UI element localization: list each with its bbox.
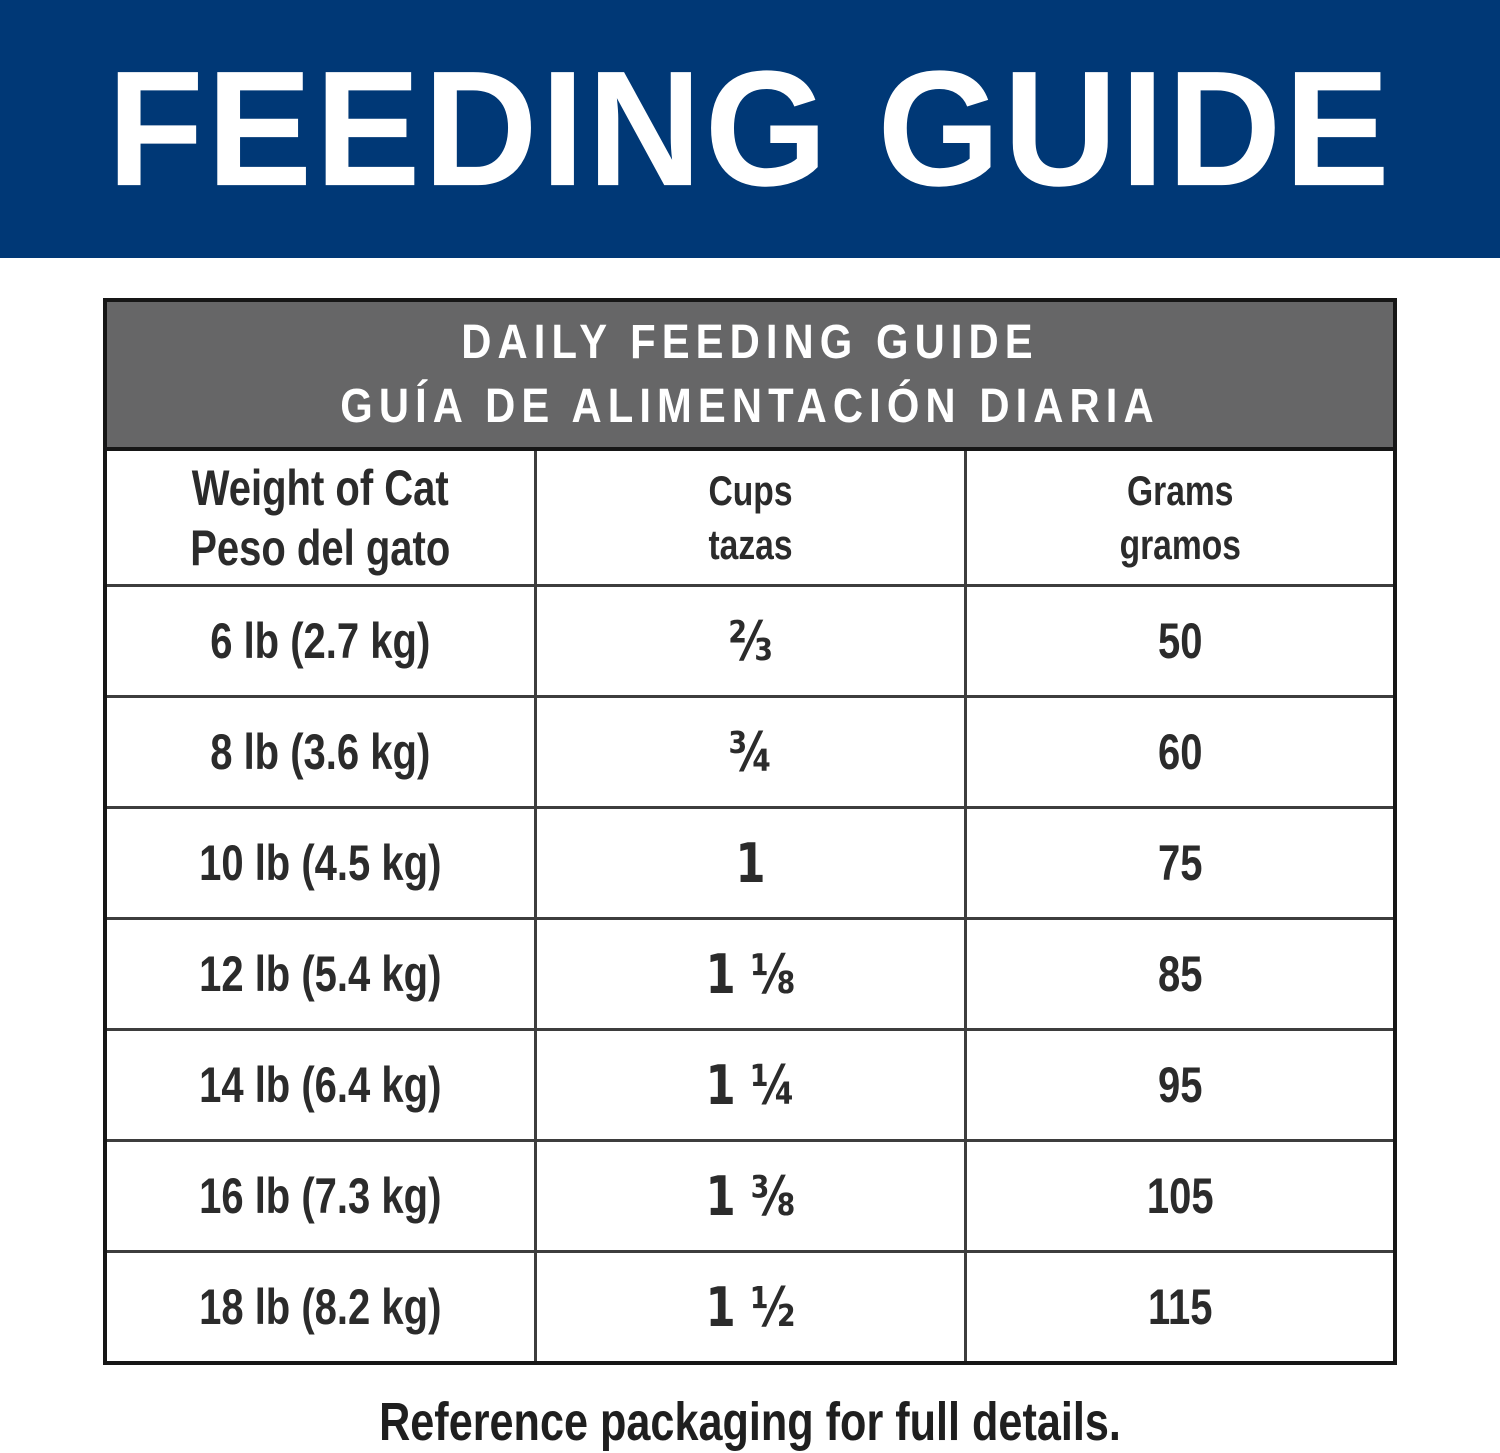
cups-cell: ⅔ [533,584,967,698]
weight-cell: 18 lb (8.2 kg) [103,1250,537,1365]
column-header-weight: Weight of Cat Peso del gato [103,447,537,587]
table-row: 6 lb (2.7 kg) ⅔ 50 [103,584,1397,698]
table-row: 16 lb (7.3 kg) 1 ⅜ 105 [103,1139,1397,1253]
table-row: 10 lb (4.5 kg) 1 75 [103,806,1397,920]
table-title-es: GUÍA DE ALIMENTACIÓN DIARIA [340,379,1160,433]
daily-feeding-guide-table: DAILY FEEDING GUIDE GUÍA DE ALIMENTACIÓN… [103,298,1397,1365]
weight-cell: 12 lb (5.4 kg) [103,917,537,1031]
grams-cell: 60 [963,695,1397,809]
column-header-weight-en: Weight of Cat [191,459,449,516]
table-row: 12 lb (5.4 kg) 1 ⅛ 85 [103,917,1397,1031]
grams-cell: 95 [963,1028,1397,1142]
grams-cell: 85 [963,917,1397,1031]
column-header-cups-en: Cups [708,466,792,514]
column-header-cups: Cups tazas [533,447,967,587]
cups-cell: 1 [533,806,967,920]
grams-cell: 50 [963,584,1397,698]
feeding-guide-banner: FEEDING GUIDE [0,0,1500,258]
cups-cell: 1 ⅛ [533,917,967,1031]
weight-cell: 8 lb (3.6 kg) [103,695,537,809]
weight-cell: 6 lb (2.7 kg) [103,584,537,698]
grams-cell: 115 [963,1250,1397,1365]
page-title: FEEDING GUIDE [107,37,1393,221]
column-header-grams-en: Grams [1126,466,1233,514]
column-header-weight-es: Peso del gato [190,519,451,576]
table-row: 14 lb (6.4 kg) 1 ¼ 95 [103,1028,1397,1142]
column-header-cups-es: tazas [707,520,793,568]
cups-cell: 1 ¼ [533,1028,967,1142]
cups-cell: 1 ⅜ [533,1139,967,1253]
table-title: DAILY FEEDING GUIDE GUÍA DE ALIMENTACIÓN… [103,298,1397,451]
weight-cell: 10 lb (4.5 kg) [103,806,537,920]
weight-cell: 16 lb (7.3 kg) [103,1139,537,1253]
column-header-grams-es: gramos [1119,520,1241,568]
table-title-en: DAILY FEEDING GUIDE [461,315,1039,369]
grams-cell: 105 [963,1139,1397,1253]
table-row: 8 lb (3.6 kg) ¾ 60 [103,695,1397,809]
weight-cell: 14 lb (6.4 kg) [103,1028,537,1142]
table-row: 18 lb (8.2 kg) 1 ½ 115 [103,1250,1397,1365]
grams-cell: 75 [963,806,1397,920]
cups-cell: 1 ½ [533,1250,967,1365]
footer-note-text: Reference packaging for full details. [379,1392,1121,1452]
cups-cell: ¾ [533,695,967,809]
column-header-grams: Grams gramos [963,447,1397,587]
footer-note: Reference packaging for full details. [0,1391,1500,1453]
